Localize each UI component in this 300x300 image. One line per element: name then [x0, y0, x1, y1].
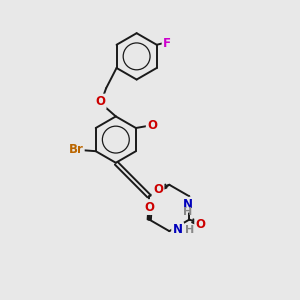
Text: H: H: [185, 225, 194, 235]
Text: O: O: [95, 95, 105, 108]
Text: O: O: [196, 218, 206, 230]
Text: N: N: [172, 223, 183, 236]
Text: N: N: [183, 198, 193, 211]
Text: F: F: [163, 37, 171, 50]
Text: O: O: [153, 183, 163, 196]
Text: O: O: [147, 118, 157, 131]
Text: O: O: [145, 201, 155, 214]
Text: H: H: [183, 207, 193, 217]
Text: Br: Br: [68, 143, 83, 156]
